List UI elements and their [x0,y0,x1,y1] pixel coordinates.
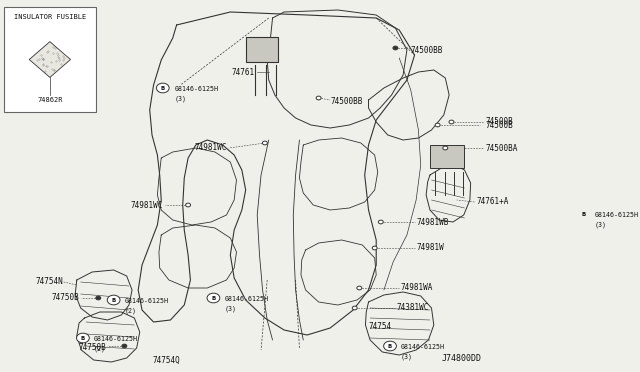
Text: (3): (3) [401,354,413,360]
Text: 74981W: 74981W [416,244,444,253]
FancyBboxPatch shape [4,7,96,112]
Polygon shape [29,42,70,77]
Circle shape [156,83,169,93]
Text: (2): (2) [93,346,106,352]
Text: 08146-6125H: 08146-6125H [224,296,268,302]
Text: 08146-6125H: 08146-6125H [401,344,445,350]
Text: B: B [161,86,165,90]
Text: (3): (3) [595,222,607,228]
Text: 08146-6125H: 08146-6125H [595,212,639,218]
Circle shape [357,286,362,290]
Text: 74754: 74754 [369,322,392,331]
Circle shape [372,246,377,250]
Circle shape [122,344,127,348]
Circle shape [449,120,454,124]
Text: (3): (3) [224,306,236,312]
Circle shape [435,123,440,127]
Circle shape [207,293,220,303]
Text: B: B [81,336,85,340]
Circle shape [378,220,383,224]
Text: 74761+A: 74761+A [476,198,508,206]
Text: 74981WC: 74981WC [131,201,163,209]
Circle shape [108,295,120,305]
Text: B: B [388,343,392,349]
Text: 74381WC: 74381WC [397,304,429,312]
Text: 08146-6125H: 08146-6125H [175,86,219,92]
Circle shape [186,203,191,207]
Circle shape [383,341,396,351]
Text: 74761: 74761 [232,67,255,77]
Text: 74981WC: 74981WC [194,142,227,151]
Text: 74754Q: 74754Q [152,356,180,365]
Circle shape [443,146,448,150]
Text: B: B [211,295,216,301]
FancyBboxPatch shape [430,145,465,168]
Circle shape [77,333,90,343]
Text: 74862R: 74862R [37,97,63,103]
Text: (2): (2) [124,308,136,314]
Text: 74500BB: 74500BB [330,97,362,106]
Text: 08146-6125H: 08146-6125H [93,336,138,342]
Text: B: B [581,212,586,217]
Circle shape [316,96,321,100]
Text: 74981WA: 74981WA [401,283,433,292]
Text: (3): (3) [175,96,187,102]
Text: 74750B: 74750B [51,294,79,302]
Text: 74500B: 74500B [485,121,513,129]
Text: 74500BA: 74500BA [485,144,518,153]
Text: J74800DD: J74800DD [442,354,481,363]
Circle shape [262,141,268,145]
Text: INSULATOR FUSIBLE: INSULATOR FUSIBLE [13,14,86,20]
Circle shape [352,306,357,310]
FancyBboxPatch shape [246,37,278,62]
Text: 74754N: 74754N [35,278,63,286]
Text: 74500B: 74500B [485,118,513,126]
Text: 08146-6125H: 08146-6125H [124,298,168,304]
Circle shape [393,46,398,50]
Text: 74750B: 74750B [78,343,106,353]
Text: B: B [111,298,116,302]
Text: 74500BB: 74500BB [411,46,443,55]
Circle shape [577,209,590,219]
Circle shape [96,296,100,300]
Text: 74981WB: 74981WB [416,218,449,227]
